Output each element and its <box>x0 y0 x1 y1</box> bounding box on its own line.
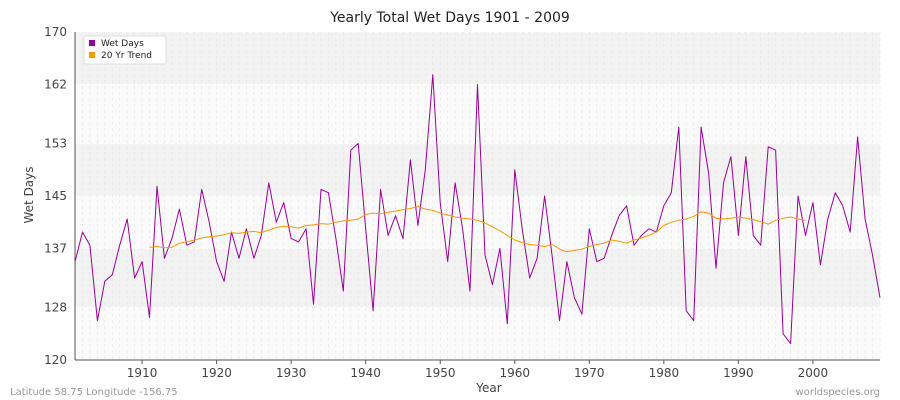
footer-location: Latitude 58.75 Longitude -156.75 <box>10 387 178 398</box>
y-axis: 120 128 137 145 153 162 170 <box>44 25 76 367</box>
x-axis: 1910 1920 1930 1940 1950 1960 1970 1980 1990 2000 <box>75 359 880 380</box>
legend: Wet Days 20 Yr Trend <box>83 35 167 65</box>
footer-source: worldspecies.org <box>796 387 880 398</box>
series-line-wet-days <box>74 74 881 345</box>
grid-lines <box>74 31 881 361</box>
y-tick-label: 162 <box>44 77 67 91</box>
y-tick-label: 170 <box>44 25 67 39</box>
y-tick-label: 137 <box>44 241 67 255</box>
plot-band <box>75 196 880 249</box>
chart-title: Yearly Total Wet Days 1901 - 2009 <box>329 10 570 26</box>
x-tick-label: 1930 <box>276 366 307 380</box>
y-tick-label: 120 <box>44 353 67 367</box>
x-tick-label: 1920 <box>201 366 232 380</box>
y-tick-label: 153 <box>44 137 67 151</box>
x-tick-label: 1940 <box>350 366 381 380</box>
x-axis-label: Year <box>475 381 501 395</box>
x-tick-label: 1910 <box>127 366 158 380</box>
y-axis-label: Wet Days <box>22 166 36 223</box>
series-line-trend <box>149 206 806 253</box>
x-tick-label: 1980 <box>649 366 680 380</box>
y-tick-label: 128 <box>44 301 67 315</box>
x-tick-label: 1970 <box>574 366 605 380</box>
x-tick-label: 1960 <box>499 366 530 380</box>
legend-label-trend: 20 Yr Trend <box>101 51 152 61</box>
legend-swatch-trend <box>89 52 95 58</box>
data-lines <box>74 74 881 345</box>
x-tick-label: 1990 <box>723 366 754 380</box>
x-tick-label: 2000 <box>798 366 829 380</box>
legend-swatch-wet-days <box>89 40 95 46</box>
legend-label-wet-days: Wet Days <box>101 39 144 49</box>
y-tick-label: 145 <box>44 189 67 203</box>
legend-box <box>83 35 167 65</box>
x-tick-label: 1950 <box>425 366 456 380</box>
